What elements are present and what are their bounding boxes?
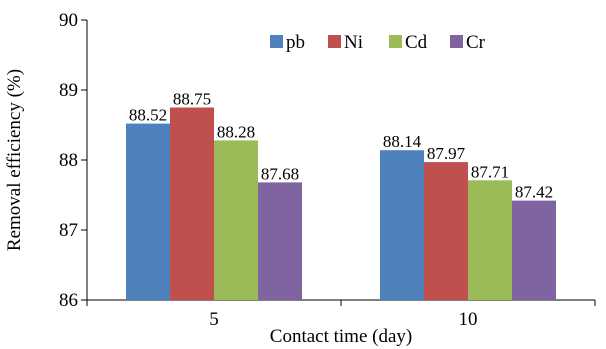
y-tick-label: 88 <box>59 150 78 171</box>
legend-swatch-ni <box>328 35 341 48</box>
data-label: 87.42 <box>515 183 553 202</box>
bar-cd-5 <box>214 140 258 300</box>
legend-label-pb: pb <box>286 32 305 53</box>
legend-label-cd: Cd <box>405 32 428 53</box>
legend-swatch-cd <box>389 35 402 48</box>
y-axis-title: Removal efficiency (%) <box>4 69 25 251</box>
y-tick-label: 87 <box>59 220 78 241</box>
legend: pb Ni Cd Cr <box>270 32 486 53</box>
y-tick-label: 89 <box>59 80 78 101</box>
data-label: 88.75 <box>173 90 211 109</box>
bar-ni-5 <box>170 107 214 300</box>
legend-swatch-pb <box>270 35 283 48</box>
y-tick-label: 86 <box>59 290 78 311</box>
bar-pb-10 <box>380 150 424 300</box>
bar-pb-5 <box>126 123 170 300</box>
data-label: 88.14 <box>383 132 422 151</box>
bar-cr-5 <box>258 182 302 300</box>
bar-cd-10 <box>468 180 512 300</box>
y-tick-label: 90 <box>59 10 78 31</box>
data-label: 87.97 <box>427 144 466 163</box>
legend-label-cr: Cr <box>466 32 486 53</box>
x-tick-label: 5 <box>209 309 219 330</box>
data-label: 87.68 <box>261 164 299 183</box>
x-axis-title: Contact time (day) <box>270 326 412 347</box>
data-label: 87.71 <box>471 162 509 181</box>
x-ticks: 5 10 <box>86 300 596 330</box>
legend-label-ni: Ni <box>344 32 363 53</box>
bars <box>126 107 556 300</box>
y-ticks: 86 87 88 89 90 <box>59 10 87 311</box>
bar-ni-10 <box>424 162 468 300</box>
bar-cr-10 <box>512 200 556 300</box>
legend-swatch-cr <box>450 35 463 48</box>
x-tick-label: 10 <box>459 309 478 330</box>
data-label: 88.28 <box>217 122 255 141</box>
data-label: 88.52 <box>129 106 167 125</box>
data-labels: 88.52 88.75 88.28 87.68 88.14 87.97 87.71 87.42 <box>129 90 553 202</box>
